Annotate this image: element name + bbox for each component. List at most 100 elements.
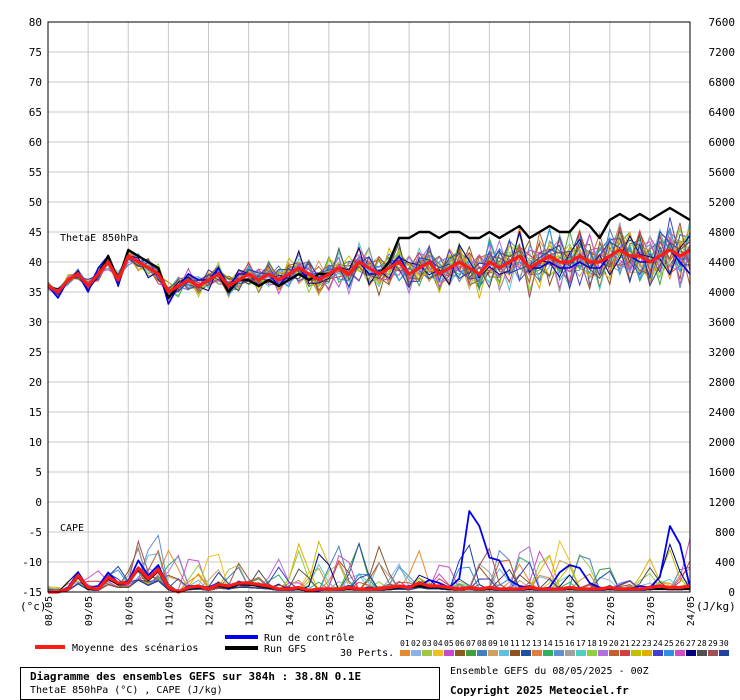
pert-swatch-16 [565,650,575,656]
pert-number-18: 18 [587,639,597,648]
run-label: Ensemble GEFS du 08/05/2025 - 00Z [450,666,649,677]
pert-number-09: 09 [488,639,498,648]
mean-cape-line [48,566,691,594]
left-tick-label: 50 [29,196,42,209]
right-tick-label: 5200 [709,196,736,209]
pert-swatch-18 [587,650,597,656]
plot-frame [47,21,691,593]
pert-swatch-14 [543,650,553,656]
pert-number-16: 16 [565,639,575,648]
left-tick-label: 5 [35,466,42,479]
pert-number-08: 08 [477,639,487,648]
title-box: Diagramme des ensembles GEFS sur 384h : … [20,667,440,700]
x-tick-label: 20/05 [526,596,537,626]
left-tick-label: 40 [29,256,42,269]
pert-number-06: 06 [455,639,465,648]
pert-number-13: 13 [532,639,542,648]
pert-thetae-line-29 [47,222,691,298]
cape-annotation: CAPE [60,523,84,534]
pert-number-19: 19 [598,639,608,648]
pert-number-20: 20 [609,639,619,648]
x-tick-label: 18/05 [445,596,456,626]
pert-number-11: 11 [510,639,520,648]
right-tick-label: 1200 [709,496,736,509]
left-tick-label: 75 [29,46,42,59]
pert-number-21: 21 [620,639,630,648]
pert-swatch-01 [400,650,410,656]
pert-swatch-29 [708,650,718,656]
pert-number-24: 24 [653,639,663,648]
thetae-annotation: ThetaE 850hPa [60,233,138,244]
left-tick-label: 80 [29,16,42,29]
pert-swatch-27 [686,650,696,656]
right-tick-label: 5600 [709,166,736,179]
x-tick-label: 13/05 [245,596,256,626]
x-tick-label: 24/05 [686,596,697,626]
mean-thetae-line [47,248,691,294]
x-tick-label: 16/05 [365,596,376,626]
pert-swatch-07 [466,650,476,656]
pert-swatch-22 [631,650,641,656]
pert-swatch-26 [675,650,685,656]
right-tick-label: 4800 [709,226,736,239]
pert-number-03: 03 [422,639,432,648]
left-tick-label: 35 [29,286,42,299]
pert-swatch-30 [719,650,729,656]
pert-number-04: 04 [433,639,443,648]
pert-swatch-19 [598,650,608,656]
pert-number-07: 07 [466,639,476,648]
perturbation-legend: 01 02 03 04 05 06 07 08 09 10 11 12 13 14 15 16 17 18 19 20… [400,639,729,656]
pert-swatch-04 [433,650,443,656]
right-tick-label: 6400 [709,106,736,119]
right-tick-label: 6800 [709,76,736,89]
left-tick-label: 10 [29,436,42,449]
x-tick-label: 21/05 [566,596,577,626]
x-tick-label: 19/05 [485,596,496,626]
left-tick-label: 60 [29,136,42,149]
grid [47,21,691,593]
pert-swatch-05 [444,650,454,656]
legend-perts-label: 30 Perts. [340,648,394,659]
legend-mean-label: Moyenne des scénarios [72,642,198,654]
pert-swatch-11 [510,650,520,656]
left-tick-label: 65 [29,106,42,119]
pert-swatch-03 [422,650,432,656]
left-tick-label: 0 [35,496,42,509]
pert-number-05: 05 [444,639,454,648]
pert-number-22: 22 [631,639,641,648]
pert-swatch-23 [642,650,652,656]
pert-swatch-09 [488,650,498,656]
pert-number-02: 02 [411,639,421,648]
legend-control-label: Run de contrôle [264,632,354,644]
x-tick-label: 09/05 [84,596,95,626]
chart-title: Diagramme des ensembles GEFS sur 384h : … [30,670,362,683]
right-tick-label: 2800 [709,376,736,389]
right-tick-label: 3600 [709,316,736,329]
chart-subtitle: ThetaE 850hPa (°C) , CAPE (J/kg) [30,685,223,696]
right-tick-label: 7200 [709,46,736,59]
left-tick-label: -10 [22,556,42,569]
right-tick-label: 800 [715,526,735,539]
right-tick-label: 0 [728,586,735,599]
x-tick-label: 12/05 [205,596,216,626]
pert-swatch-15 [554,650,564,656]
left-tick-label: -15 [22,586,42,599]
left-unit-label: (°c) [20,600,47,613]
pert-number-23: 23 [642,639,652,648]
pert-swatch-20 [609,650,619,656]
pert-number-14: 14 [543,639,553,648]
right-tick-label: 400 [715,556,735,569]
pert-swatch-24 [653,650,663,656]
left-tick-label: 25 [29,346,42,359]
pert-swatch-28 [697,650,707,656]
left-tick-label: 15 [29,406,42,419]
main-series-lines [47,206,691,594]
pert-swatch-08 [477,650,487,656]
pert-number-25: 25 [664,639,674,648]
x-tick-label: 11/05 [164,596,175,626]
pert-number-12: 12 [521,639,531,648]
legend-gfs-label: Run GFS [264,644,306,655]
pert-swatch-02 [411,650,421,656]
pert-swatch-25 [664,650,674,656]
